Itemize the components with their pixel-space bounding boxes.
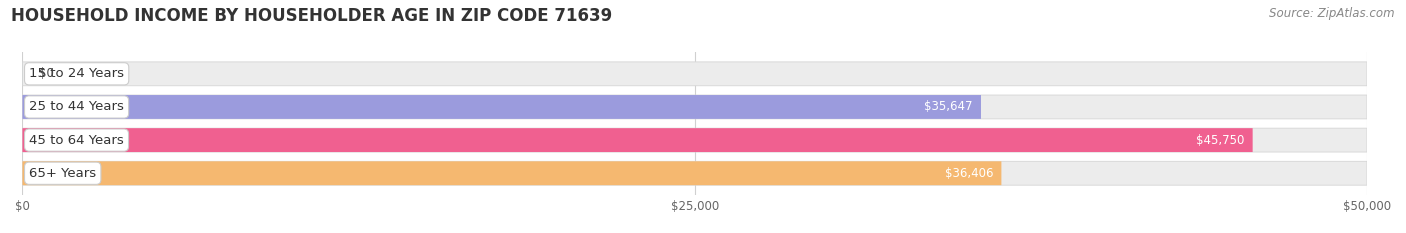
Text: 65+ Years: 65+ Years <box>30 167 96 180</box>
Text: $0: $0 <box>38 67 53 80</box>
FancyBboxPatch shape <box>22 128 1253 152</box>
FancyBboxPatch shape <box>22 161 1367 185</box>
FancyBboxPatch shape <box>22 95 981 119</box>
Text: 15 to 24 Years: 15 to 24 Years <box>30 67 124 80</box>
FancyBboxPatch shape <box>22 62 1367 86</box>
Text: $45,750: $45,750 <box>1197 134 1244 147</box>
Text: 45 to 64 Years: 45 to 64 Years <box>30 134 124 147</box>
FancyBboxPatch shape <box>22 128 1367 152</box>
Text: Source: ZipAtlas.com: Source: ZipAtlas.com <box>1270 7 1395 20</box>
Text: HOUSEHOLD INCOME BY HOUSEHOLDER AGE IN ZIP CODE 71639: HOUSEHOLD INCOME BY HOUSEHOLDER AGE IN Z… <box>11 7 613 25</box>
FancyBboxPatch shape <box>22 161 1001 185</box>
Text: 25 to 44 Years: 25 to 44 Years <box>30 100 124 113</box>
Text: $35,647: $35,647 <box>924 100 973 113</box>
Text: $36,406: $36,406 <box>945 167 993 180</box>
FancyBboxPatch shape <box>22 95 1367 119</box>
